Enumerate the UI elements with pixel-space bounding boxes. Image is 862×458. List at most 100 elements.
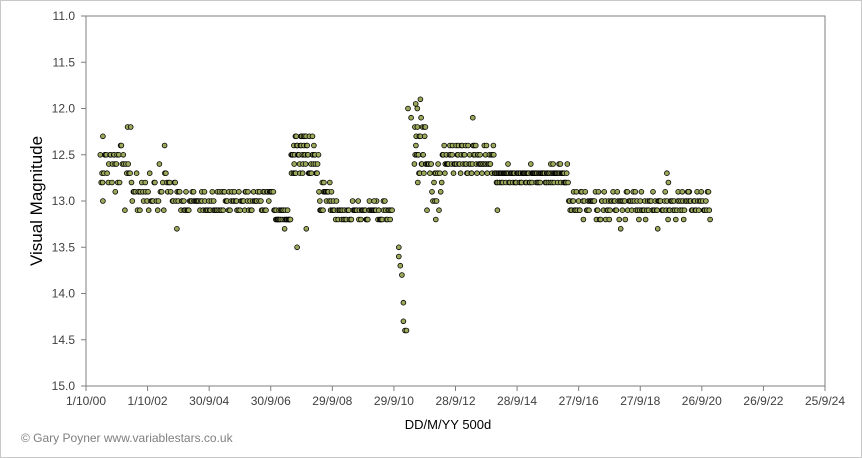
data-point bbox=[469, 114, 476, 121]
data-point bbox=[650, 189, 656, 195]
data-point bbox=[308, 170, 315, 177]
data-point bbox=[158, 189, 165, 195]
data-point bbox=[706, 207, 713, 214]
data-point bbox=[654, 226, 661, 232]
x-tick-label: 28/9/14 bbox=[497, 394, 537, 408]
data-point bbox=[395, 244, 402, 251]
data-point bbox=[128, 179, 135, 186]
data-point bbox=[287, 216, 294, 223]
data-point bbox=[284, 207, 291, 214]
data-point bbox=[309, 133, 316, 140]
data-point bbox=[299, 170, 306, 177]
data-point bbox=[348, 216, 355, 223]
data-point bbox=[320, 207, 326, 214]
x-tick-label: 26/9/22 bbox=[743, 394, 783, 408]
data-point bbox=[698, 189, 705, 195]
y-tick-label: 14.0 bbox=[52, 287, 76, 301]
data-point bbox=[672, 216, 679, 223]
y-tick-label: 13.0 bbox=[52, 194, 76, 208]
data-point bbox=[210, 198, 217, 204]
data-point bbox=[104, 170, 110, 177]
data-point bbox=[477, 152, 483, 158]
data-point bbox=[665, 179, 672, 186]
data-point bbox=[314, 170, 320, 177]
data-point bbox=[221, 189, 228, 195]
data-point bbox=[570, 198, 577, 204]
data-point bbox=[550, 161, 556, 167]
x-tick-label: 29/9/10 bbox=[374, 394, 414, 408]
data-point bbox=[263, 207, 269, 214]
data-point bbox=[637, 198, 644, 204]
data-point bbox=[619, 207, 626, 214]
y-tick-label: 11.5 bbox=[53, 55, 76, 69]
x-tick-label: 26/9/20 bbox=[682, 394, 722, 408]
data-point bbox=[427, 170, 433, 177]
data-point bbox=[703, 198, 709, 204]
data-point bbox=[236, 189, 242, 195]
data-point bbox=[133, 170, 140, 177]
data-point bbox=[174, 226, 180, 232]
data-point bbox=[413, 142, 419, 149]
data-point bbox=[120, 152, 127, 158]
data-point bbox=[432, 216, 439, 223]
data-point bbox=[258, 198, 264, 204]
data-point bbox=[429, 189, 435, 195]
data-point bbox=[303, 226, 310, 232]
data-point bbox=[580, 216, 587, 223]
data-point bbox=[617, 226, 624, 232]
data-point bbox=[422, 124, 429, 130]
y-tick-label: 12.5 bbox=[52, 148, 76, 162]
data-point bbox=[537, 179, 544, 186]
x-tick-label: 29/9/08 bbox=[312, 394, 352, 408]
data-point bbox=[408, 114, 414, 121]
data-point bbox=[487, 161, 494, 167]
data-point bbox=[414, 179, 421, 186]
data-point bbox=[613, 207, 620, 214]
data-point bbox=[705, 189, 712, 195]
data-point bbox=[591, 198, 598, 204]
data-point bbox=[582, 189, 589, 195]
data-point bbox=[465, 142, 471, 149]
data-point bbox=[220, 207, 227, 214]
data-point bbox=[399, 272, 405, 278]
data-point bbox=[468, 170, 475, 177]
data-point bbox=[154, 207, 161, 214]
data-point bbox=[127, 124, 134, 130]
data-point bbox=[265, 198, 272, 204]
x-tick-label: 1/10/00 bbox=[66, 394, 106, 408]
data-point bbox=[355, 198, 362, 204]
data-point bbox=[483, 142, 490, 149]
data-point bbox=[680, 216, 687, 223]
data-point bbox=[245, 189, 251, 195]
data-point bbox=[450, 170, 457, 177]
data-point bbox=[142, 179, 149, 186]
y-tick-label: 13.5 bbox=[52, 240, 76, 254]
data-point bbox=[424, 207, 430, 214]
data-point bbox=[654, 207, 660, 214]
data-point bbox=[389, 207, 395, 214]
data-point bbox=[172, 179, 179, 186]
data-point bbox=[116, 179, 123, 186]
data-point bbox=[636, 216, 642, 223]
data-point bbox=[314, 161, 321, 167]
y-tick-label: 14.5 bbox=[52, 333, 76, 347]
data-point bbox=[112, 189, 119, 195]
data-point bbox=[420, 152, 427, 158]
data-point bbox=[181, 198, 187, 204]
data-point bbox=[161, 142, 168, 149]
data-point bbox=[412, 101, 419, 107]
data-point bbox=[557, 161, 564, 167]
data-point bbox=[405, 105, 411, 112]
data-point bbox=[302, 161, 309, 167]
data-point bbox=[99, 179, 106, 186]
data-point bbox=[474, 170, 480, 177]
data-point bbox=[137, 207, 143, 214]
data-point bbox=[321, 179, 327, 186]
data-point bbox=[387, 216, 394, 223]
data-point bbox=[442, 170, 448, 177]
data-point bbox=[358, 216, 364, 223]
data-point bbox=[281, 226, 288, 232]
data-point bbox=[441, 142, 448, 149]
data-point bbox=[237, 207, 243, 214]
